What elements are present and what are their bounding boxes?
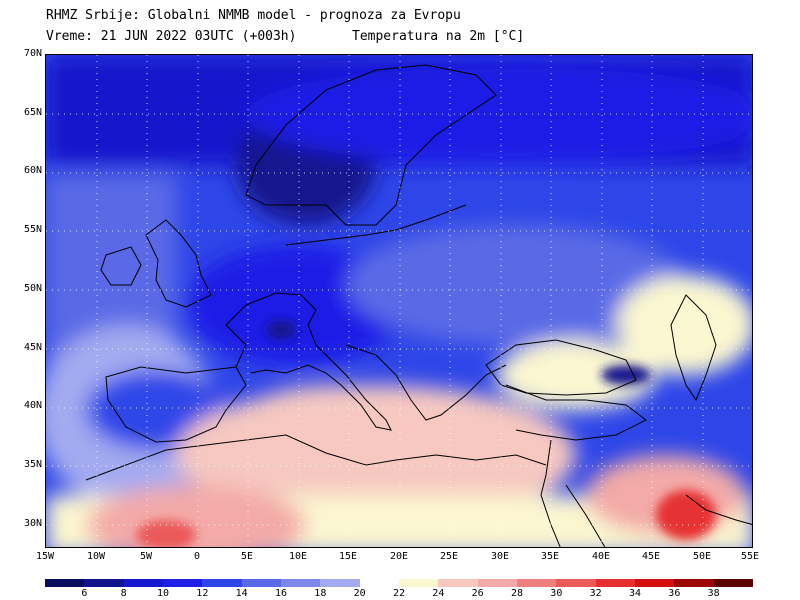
colorbar-tick-label: 22 bbox=[392, 588, 406, 599]
colorbar-segment bbox=[634, 579, 675, 587]
colorbar-tick-label: 32 bbox=[589, 588, 602, 599]
north-africa-coast bbox=[85, 434, 547, 481]
caucasus-cold-spot bbox=[601, 365, 651, 385]
colorbar-segment bbox=[713, 579, 753, 587]
lon-label-5e: 5E bbox=[240, 551, 254, 562]
colorbar-tick-label: 18 bbox=[314, 588, 327, 599]
lon-label-15w: 15W bbox=[35, 551, 55, 562]
anatolia-coast bbox=[505, 384, 647, 441]
tyrrhenian-zone bbox=[246, 385, 426, 445]
colorbar-segment bbox=[241, 579, 281, 587]
ireland-coast bbox=[100, 246, 142, 286]
north-russia-zone bbox=[246, 65, 752, 165]
black-sea-zone bbox=[496, 340, 656, 410]
colorbar-tick-label: 38 bbox=[707, 588, 720, 599]
caspian-zone bbox=[616, 275, 752, 375]
colorbar-tick-label: 12 bbox=[196, 588, 209, 599]
colorbar-segment bbox=[516, 579, 557, 587]
colorbar-segment bbox=[45, 579, 85, 587]
sahara-hot-spot bbox=[136, 520, 196, 547]
eastern-europe-zone bbox=[346, 225, 686, 345]
coastlines bbox=[85, 64, 752, 547]
colorbar-segment bbox=[477, 579, 517, 587]
graticule bbox=[46, 55, 752, 547]
iberia-coast bbox=[105, 366, 247, 443]
colorbar-tick-label: 20 bbox=[353, 588, 366, 599]
colorbar-segment bbox=[320, 579, 360, 587]
colorbar-tick-label: 34 bbox=[628, 588, 642, 599]
lon-label-0: 0 bbox=[193, 551, 201, 562]
map-canvas bbox=[46, 55, 752, 547]
colorbar-tick-label: 14 bbox=[235, 588, 248, 599]
britain-coast bbox=[145, 219, 212, 308]
colorbar-segment bbox=[359, 579, 399, 587]
colorbar-segment bbox=[84, 579, 124, 587]
lat-label-60n: 60N bbox=[23, 165, 42, 176]
forecast-time: Vreme: 21 JUN 2022 03UTC (+003h) bbox=[46, 29, 297, 44]
lat-label-65n: 65N bbox=[23, 107, 42, 118]
colorbar-tick-label: 16 bbox=[274, 588, 288, 599]
scandinavia-coast bbox=[245, 64, 497, 226]
colorbar-segment bbox=[398, 579, 439, 587]
lat-label-55n: 55N bbox=[23, 224, 42, 235]
lat-label-45n: 45N bbox=[23, 342, 42, 353]
lat-label-30n: 30N bbox=[23, 518, 42, 529]
lat-label-70n: 70N bbox=[23, 48, 42, 59]
lon-label-30e: 30E bbox=[490, 551, 510, 562]
alps-cold-spot bbox=[266, 320, 296, 340]
chart-title: RHMZ Srbije: Globalni NMMB model - progn… bbox=[46, 8, 461, 23]
colorbar-segment bbox=[438, 579, 478, 587]
colorbar-segment bbox=[123, 579, 163, 587]
colorbar-segment bbox=[202, 579, 242, 587]
lon-label-45e: 45E bbox=[641, 551, 661, 562]
colorbar-segment bbox=[595, 579, 635, 587]
caspian-coast bbox=[670, 294, 717, 402]
colorbar-segment bbox=[556, 579, 596, 587]
colorbar-tick-label: 10 bbox=[156, 588, 170, 599]
baltic-coast bbox=[285, 204, 467, 246]
lat-label-40n: 40N bbox=[23, 400, 42, 411]
lat-label-50n: 50N bbox=[23, 283, 42, 294]
colorbar-tick-label: 8 bbox=[120, 588, 127, 599]
lon-label-55e: 55E bbox=[740, 551, 760, 562]
colorbar-tick-label: 28 bbox=[510, 588, 524, 599]
lon-label-35e: 35E bbox=[540, 551, 560, 562]
colorbar-segment bbox=[674, 579, 714, 587]
lon-label-40e: 40E bbox=[591, 551, 611, 562]
lon-label-20e: 20E bbox=[389, 551, 409, 562]
lon-label-50e: 50E bbox=[692, 551, 712, 562]
colorbar-tick-label: 36 bbox=[668, 588, 681, 599]
colorbar-tick-label: 26 bbox=[471, 588, 484, 599]
temperature-colorbar bbox=[45, 579, 753, 587]
colorbar-tick-label: 6 bbox=[81, 588, 88, 599]
temperature-map bbox=[45, 54, 753, 548]
levant-coast bbox=[540, 439, 561, 547]
lon-label-10e: 10E bbox=[288, 551, 308, 562]
france-italy-coast bbox=[225, 292, 392, 431]
lat-label-35n: 35N bbox=[23, 459, 42, 470]
iraq-hot-spot bbox=[656, 490, 716, 540]
lon-label-25e: 25E bbox=[439, 551, 459, 562]
colorbar-tick-label: 30 bbox=[550, 588, 563, 599]
persian-gulf-coast bbox=[685, 494, 752, 525]
colorbar-segment bbox=[162, 579, 203, 587]
variable-label: Temperatura na 2m [°C] bbox=[352, 29, 525, 44]
lon-label-10w: 10W bbox=[86, 551, 106, 562]
colorbar-segment bbox=[280, 579, 321, 587]
black-sea-coast bbox=[485, 339, 637, 396]
lon-label-15e: 15E bbox=[338, 551, 358, 562]
colorbar-tick-label: 24 bbox=[432, 588, 445, 599]
lon-label-5w: 5W bbox=[139, 551, 153, 562]
balkan-coast bbox=[345, 344, 507, 421]
red-sea-coast bbox=[565, 484, 606, 547]
